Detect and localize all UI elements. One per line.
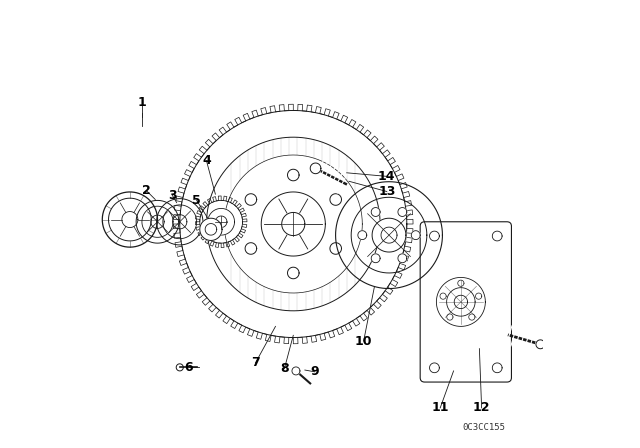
Polygon shape xyxy=(429,363,439,373)
Polygon shape xyxy=(208,208,234,235)
Polygon shape xyxy=(330,194,342,205)
Polygon shape xyxy=(287,267,299,279)
Polygon shape xyxy=(492,363,502,373)
Text: 2: 2 xyxy=(142,184,151,197)
Polygon shape xyxy=(156,197,204,246)
Polygon shape xyxy=(372,218,406,252)
Polygon shape xyxy=(157,198,203,245)
Polygon shape xyxy=(334,181,444,290)
Polygon shape xyxy=(200,218,222,241)
Polygon shape xyxy=(447,314,453,320)
Text: 6: 6 xyxy=(184,361,193,374)
Polygon shape xyxy=(282,212,305,236)
Polygon shape xyxy=(440,293,446,299)
Polygon shape xyxy=(101,190,159,249)
Polygon shape xyxy=(381,227,397,243)
Polygon shape xyxy=(476,293,482,299)
Polygon shape xyxy=(358,231,367,240)
Polygon shape xyxy=(429,231,439,241)
Polygon shape xyxy=(492,231,502,241)
Polygon shape xyxy=(292,367,300,375)
Text: 13: 13 xyxy=(378,185,396,198)
Polygon shape xyxy=(371,207,380,216)
Text: 14: 14 xyxy=(378,170,396,183)
Polygon shape xyxy=(216,216,227,228)
Polygon shape xyxy=(261,192,325,256)
Text: 1: 1 xyxy=(138,96,147,109)
Text: 8: 8 xyxy=(280,362,289,375)
Text: 7: 7 xyxy=(251,357,260,370)
Text: 3: 3 xyxy=(168,189,177,202)
Polygon shape xyxy=(458,280,464,286)
Polygon shape xyxy=(135,199,180,245)
Polygon shape xyxy=(173,104,413,344)
Text: 0C3CC155: 0C3CC155 xyxy=(462,423,506,432)
Polygon shape xyxy=(102,192,157,247)
Polygon shape xyxy=(536,340,545,349)
Text: 9: 9 xyxy=(310,365,319,378)
Polygon shape xyxy=(245,194,257,205)
Polygon shape xyxy=(371,254,380,263)
Text: 4: 4 xyxy=(202,154,211,167)
Text: 5: 5 xyxy=(192,194,201,207)
Polygon shape xyxy=(190,190,252,253)
Polygon shape xyxy=(330,243,342,254)
FancyBboxPatch shape xyxy=(420,222,511,382)
Text: 11: 11 xyxy=(431,401,449,414)
Text: 12: 12 xyxy=(473,401,490,414)
Polygon shape xyxy=(398,207,407,216)
Polygon shape xyxy=(176,364,183,371)
Polygon shape xyxy=(245,243,257,254)
Polygon shape xyxy=(173,103,414,345)
Polygon shape xyxy=(310,163,321,174)
Polygon shape xyxy=(287,169,299,181)
Polygon shape xyxy=(468,314,475,320)
Polygon shape xyxy=(136,200,179,243)
Polygon shape xyxy=(195,196,247,248)
Polygon shape xyxy=(412,231,420,240)
Polygon shape xyxy=(398,254,407,263)
Text: 10: 10 xyxy=(355,335,372,348)
